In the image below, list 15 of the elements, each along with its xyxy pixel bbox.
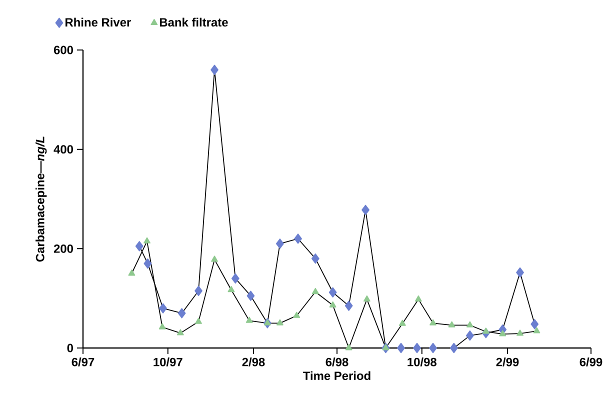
y-tick-label: 600 bbox=[54, 46, 73, 54]
x-tick-label: 6/98 bbox=[326, 358, 348, 366]
y-tick-label: 0 bbox=[67, 344, 73, 352]
x-tick-label: 6/99 bbox=[580, 358, 602, 366]
x-tick-label: 2/99 bbox=[496, 358, 519, 366]
y-tick-label: 200 bbox=[54, 244, 73, 253]
x-tick-label: 6/97 bbox=[72, 358, 94, 366]
x-tick-label: 2/98 bbox=[242, 358, 265, 366]
legend-label: Rhine River bbox=[66, 18, 131, 27]
x-axis-title: Time Period bbox=[303, 371, 370, 380]
y-axis-title: Carbamacepine—ng/L bbox=[36, 136, 47, 262]
y-tick-label: 400 bbox=[54, 145, 73, 154]
x-tick-label: 10/97 bbox=[154, 358, 182, 366]
legend-label: Bank filtrate bbox=[160, 18, 228, 27]
x-tick-label: 10/98 bbox=[408, 358, 436, 366]
